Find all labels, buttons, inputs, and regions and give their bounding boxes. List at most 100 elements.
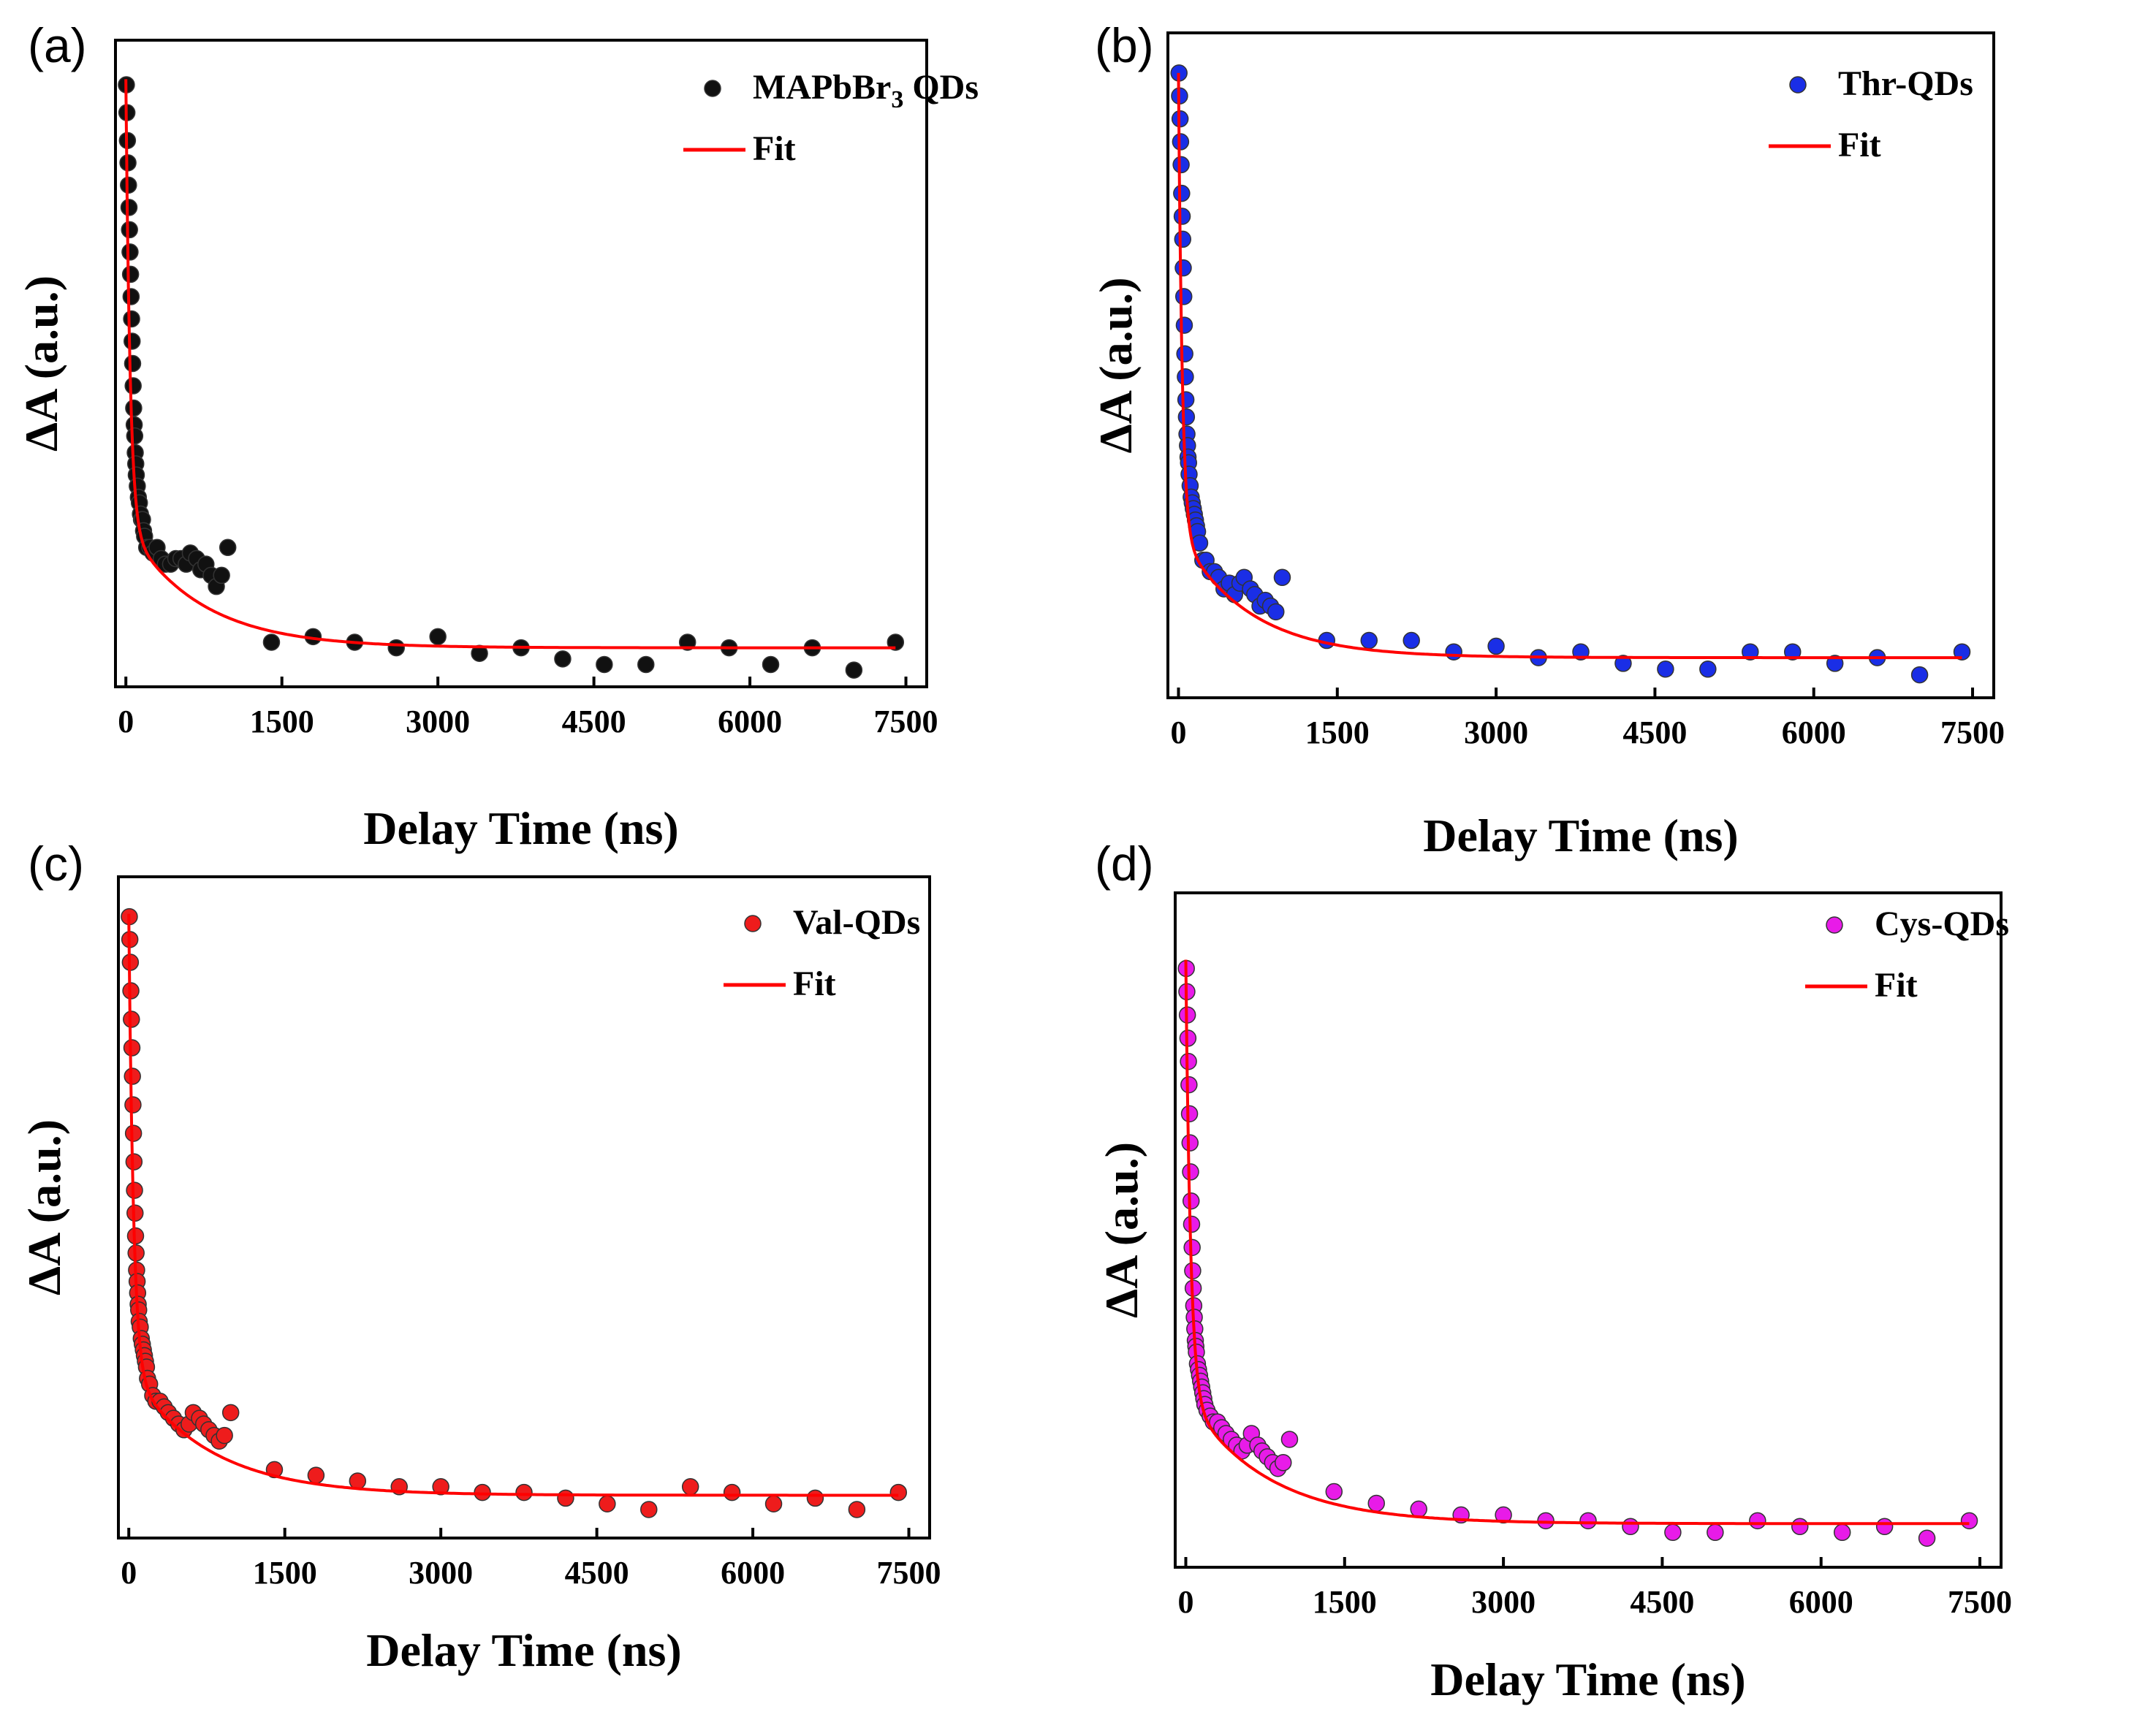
- data-point: [806, 1489, 824, 1507]
- legend-marker: [704, 80, 721, 97]
- data-point: [1783, 643, 1802, 661]
- data-point: [432, 1478, 449, 1496]
- data-point: [1833, 1523, 1851, 1542]
- x-axis-label: Delay Time (ns): [363, 802, 678, 854]
- plot-frame: [1166, 31, 1995, 699]
- data-point: [1495, 1506, 1512, 1524]
- data-point: [554, 650, 572, 668]
- data-point: [681, 1478, 699, 1496]
- data-point: [1177, 408, 1196, 426]
- x-tick-label: 3000: [409, 1555, 473, 1591]
- data-point: [1174, 288, 1193, 305]
- data-point: [1273, 568, 1291, 587]
- data-point: [1360, 631, 1378, 650]
- chart-panel-0: (a) 0 1500 3000 4500 6000 7500 Delay Time (ns) Δ…: [15, 18, 979, 854]
- y-axis-label: ΔA (a.u.): [1096, 1142, 1147, 1318]
- x-tick-label: 7500: [1940, 715, 2005, 750]
- panel-letter: (a): [28, 18, 87, 72]
- x-tick-label: 6000: [721, 1555, 785, 1591]
- data-point: [845, 661, 863, 679]
- data-point: [1180, 1076, 1198, 1094]
- x-axis-label: Delay Time (ns): [1430, 1653, 1745, 1705]
- data-point: [1177, 368, 1194, 386]
- x-tick-label: 7500: [877, 1555, 941, 1591]
- data-point: [1910, 666, 1929, 684]
- data-point: [124, 354, 142, 373]
- data-point: [637, 655, 655, 674]
- legend-data-label: Cys-QDs: [1875, 905, 2009, 943]
- data-point: [848, 1501, 866, 1518]
- plot-frame: [1174, 891, 2003, 1569]
- data-point: [889, 1483, 908, 1501]
- data-point: [121, 243, 139, 261]
- x-tick-label: 0: [1177, 1584, 1193, 1620]
- legend-marker: [744, 915, 762, 932]
- data-point: [1749, 1512, 1766, 1530]
- legend-fit-label: Fit: [793, 964, 836, 1003]
- data-point: [1875, 1518, 1894, 1536]
- data-point: [599, 1495, 616, 1512]
- fit-curve: [1177, 72, 1962, 660]
- data-point: [640, 1501, 658, 1518]
- data-point: [1267, 603, 1285, 621]
- x-tick-label: 1500: [1313, 1584, 1377, 1620]
- data-point: [1622, 1518, 1639, 1536]
- data-point: [1174, 259, 1192, 277]
- data-point: [124, 377, 142, 395]
- data-point: [678, 633, 696, 651]
- data-point: [126, 427, 144, 445]
- fit-curve: [127, 913, 899, 1497]
- data-point: [124, 1124, 143, 1142]
- x-tick-label: 1500: [1305, 715, 1370, 750]
- x-axis-label: Delay Time (ns): [366, 1624, 681, 1676]
- chart-panel-1: (b) 0 1500 3000 4500 6000 7500 Delay Time (ns) Δ…: [1090, 18, 2005, 861]
- x-tick-label: 0: [1170, 715, 1186, 750]
- data-point: [1180, 1105, 1199, 1123]
- data-point: [125, 1153, 143, 1171]
- legend-fit-label: Fit: [1875, 966, 1918, 1005]
- plot-frame: [114, 39, 928, 688]
- data-point: [262, 633, 281, 651]
- x-tick-label: 6000: [718, 704, 782, 739]
- data-point: [887, 633, 905, 651]
- data-point: [1176, 345, 1193, 363]
- data-point: [1487, 637, 1505, 655]
- x-tick-label: 4500: [562, 704, 626, 739]
- data-point: [471, 644, 488, 662]
- x-tick-label: 7500: [1948, 1584, 2012, 1620]
- data-point: [121, 265, 140, 283]
- data-point: [723, 1483, 741, 1501]
- data-point: [1410, 1500, 1427, 1518]
- data-point: [1445, 643, 1462, 661]
- legend-fit-label: Fit: [1838, 126, 1881, 164]
- y-axis-label: ΔA (a.u.): [15, 275, 67, 452]
- data-point: [121, 221, 138, 239]
- data-point: [1664, 1523, 1682, 1542]
- legend-marker: [1789, 76, 1807, 94]
- data-point: [762, 655, 780, 674]
- data-point: [124, 1096, 142, 1114]
- x-tick-label: 3000: [1464, 715, 1528, 750]
- data-point: [429, 628, 447, 646]
- data-point: [213, 566, 230, 585]
- panel-letter: (d): [1095, 837, 1154, 891]
- data-point: [1826, 655, 1844, 672]
- data-point: [1175, 316, 1193, 334]
- data-point: [1173, 184, 1191, 202]
- x-tick-label: 3000: [1471, 1584, 1536, 1620]
- data-point: [1172, 156, 1190, 174]
- data-point: [1367, 1494, 1386, 1512]
- x-axis-label: Delay Time (ns): [1423, 810, 1738, 861]
- legend-fit-label: Fit: [753, 129, 796, 168]
- x-tick-label: 7500: [874, 704, 938, 739]
- y-axis-label: ΔA (a.u.): [1090, 277, 1142, 453]
- data-point: [1280, 1431, 1299, 1448]
- data-point: [307, 1466, 325, 1484]
- data-point: [216, 1426, 233, 1445]
- panel-letter: (c): [28, 837, 84, 891]
- data-point: [387, 639, 405, 657]
- fit-curve: [124, 79, 896, 650]
- data-point: [1614, 655, 1632, 672]
- data-point: [1172, 133, 1190, 151]
